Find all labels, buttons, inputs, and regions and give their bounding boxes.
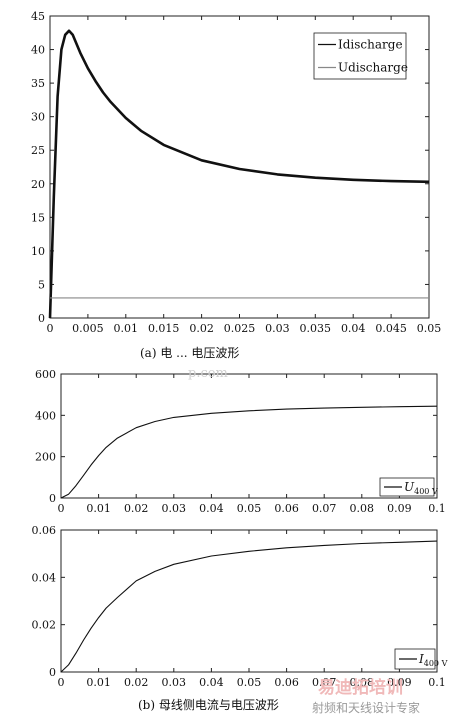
watermark-overlay: p.com bbox=[188, 366, 228, 381]
x-tick-label: 0.09 bbox=[387, 676, 412, 689]
y-tick-label: 5 bbox=[38, 278, 45, 291]
x-tick-label: 0.05 bbox=[237, 676, 262, 689]
x-tick-label: 0.045 bbox=[375, 322, 407, 335]
x-tick-label: 0.02 bbox=[189, 322, 214, 335]
y-tick-label: 10 bbox=[31, 245, 45, 258]
x-tick-label: 0 bbox=[47, 322, 54, 335]
x-tick-label: 0.08 bbox=[350, 676, 375, 689]
y-tick-label: 0 bbox=[49, 492, 56, 505]
legend-label: Idischarge bbox=[338, 38, 403, 52]
x-tick-label: 0.05 bbox=[417, 322, 442, 335]
y-tick-label: 600 bbox=[35, 368, 56, 381]
y-tick-label: 20 bbox=[31, 178, 45, 191]
x-tick-label: 0.07 bbox=[312, 676, 337, 689]
y-tick-label: 0 bbox=[38, 312, 45, 325]
chart-a-discharge: 0 0.005 0.01 0.015 0.02 0.025 0.03 0.035 0.04 0.0… bbox=[31, 10, 441, 335]
x-tick-label: 0.01 bbox=[86, 502, 111, 515]
x-tick-label: 0.035 bbox=[300, 322, 332, 335]
x-tick-label: 0.04 bbox=[341, 322, 366, 335]
x-tick-label: 0.03 bbox=[162, 502, 187, 515]
caption-a: (a) 电 ... 电压波形 bbox=[140, 346, 239, 360]
x-tick-label: 0.02 bbox=[124, 502, 149, 515]
caption-b: (b) 母线侧电流与电压波形 bbox=[138, 698, 279, 712]
y-tick-label: 30 bbox=[31, 111, 45, 124]
x-tick-label: 0.015 bbox=[148, 322, 180, 335]
legend-box bbox=[313, 32, 407, 80]
x-tick-label: 0.09 bbox=[387, 502, 412, 515]
y-tick-label: 25 bbox=[31, 144, 45, 157]
x-tick-label: 0.08 bbox=[350, 502, 375, 515]
x-tick-label: 0.06 bbox=[274, 502, 299, 515]
x-tick-label: 0.1 bbox=[428, 676, 446, 689]
x-tick-label: 0.04 bbox=[199, 502, 224, 515]
x-tick-label: 0.05 bbox=[237, 502, 262, 515]
watermark-tagline: 射频和天线设计专家 bbox=[312, 700, 420, 715]
x-tick-label: 0 bbox=[58, 676, 65, 689]
x-tick-label: 0.03 bbox=[265, 322, 290, 335]
y-tick-label: 200 bbox=[35, 451, 56, 464]
x-tick-label: 0 bbox=[58, 502, 65, 515]
x-tick-label: 0.005 bbox=[72, 322, 104, 335]
chart-b-voltage: 0 0.01 0.02 0.03 0.04 0.05 0.06 0.07 0.08 0.09 0.1… bbox=[35, 368, 446, 515]
y-tick-label: 400 bbox=[35, 409, 56, 422]
legend-label: Udischarge bbox=[338, 61, 408, 75]
x-tick-label: 0.1 bbox=[428, 502, 446, 515]
y-tick-label: 45 bbox=[31, 10, 45, 23]
y-tick-label: 40 bbox=[31, 44, 45, 57]
x-tick-label: 0.03 bbox=[162, 676, 187, 689]
x-tick-label: 0.025 bbox=[224, 322, 256, 335]
y-tick-label: 15 bbox=[31, 211, 45, 224]
x-tick-label: 0.01 bbox=[114, 322, 139, 335]
y-tick-label: 0 bbox=[49, 666, 56, 679]
chart-b-current: 0 0.01 0.02 0.03 0.04 0.05 0.06 0.07 0.08 0.09 0.1… bbox=[32, 524, 448, 689]
watermark-brand: 易迪拓培训 bbox=[318, 677, 403, 698]
y-tick-label: 0.04 bbox=[32, 571, 57, 584]
legend-label: U400 V bbox=[404, 480, 438, 496]
series-line-i bbox=[60, 540, 438, 673]
x-tick-label: 0.06 bbox=[274, 676, 299, 689]
series-line-idischarge bbox=[48, 29, 430, 319]
legend-box bbox=[379, 477, 435, 497]
legend-label: I400 V bbox=[418, 652, 448, 668]
y-tick-label: 0.02 bbox=[32, 619, 57, 632]
x-tick-label: 0.04 bbox=[199, 676, 224, 689]
y-tick-label: 35 bbox=[31, 77, 45, 90]
series-line-u bbox=[60, 405, 438, 499]
x-tick-label: 0.07 bbox=[312, 502, 337, 515]
x-tick-label: 0.01 bbox=[86, 676, 111, 689]
y-tick-label: 0.06 bbox=[32, 524, 57, 537]
x-tick-label: 0.02 bbox=[124, 676, 149, 689]
